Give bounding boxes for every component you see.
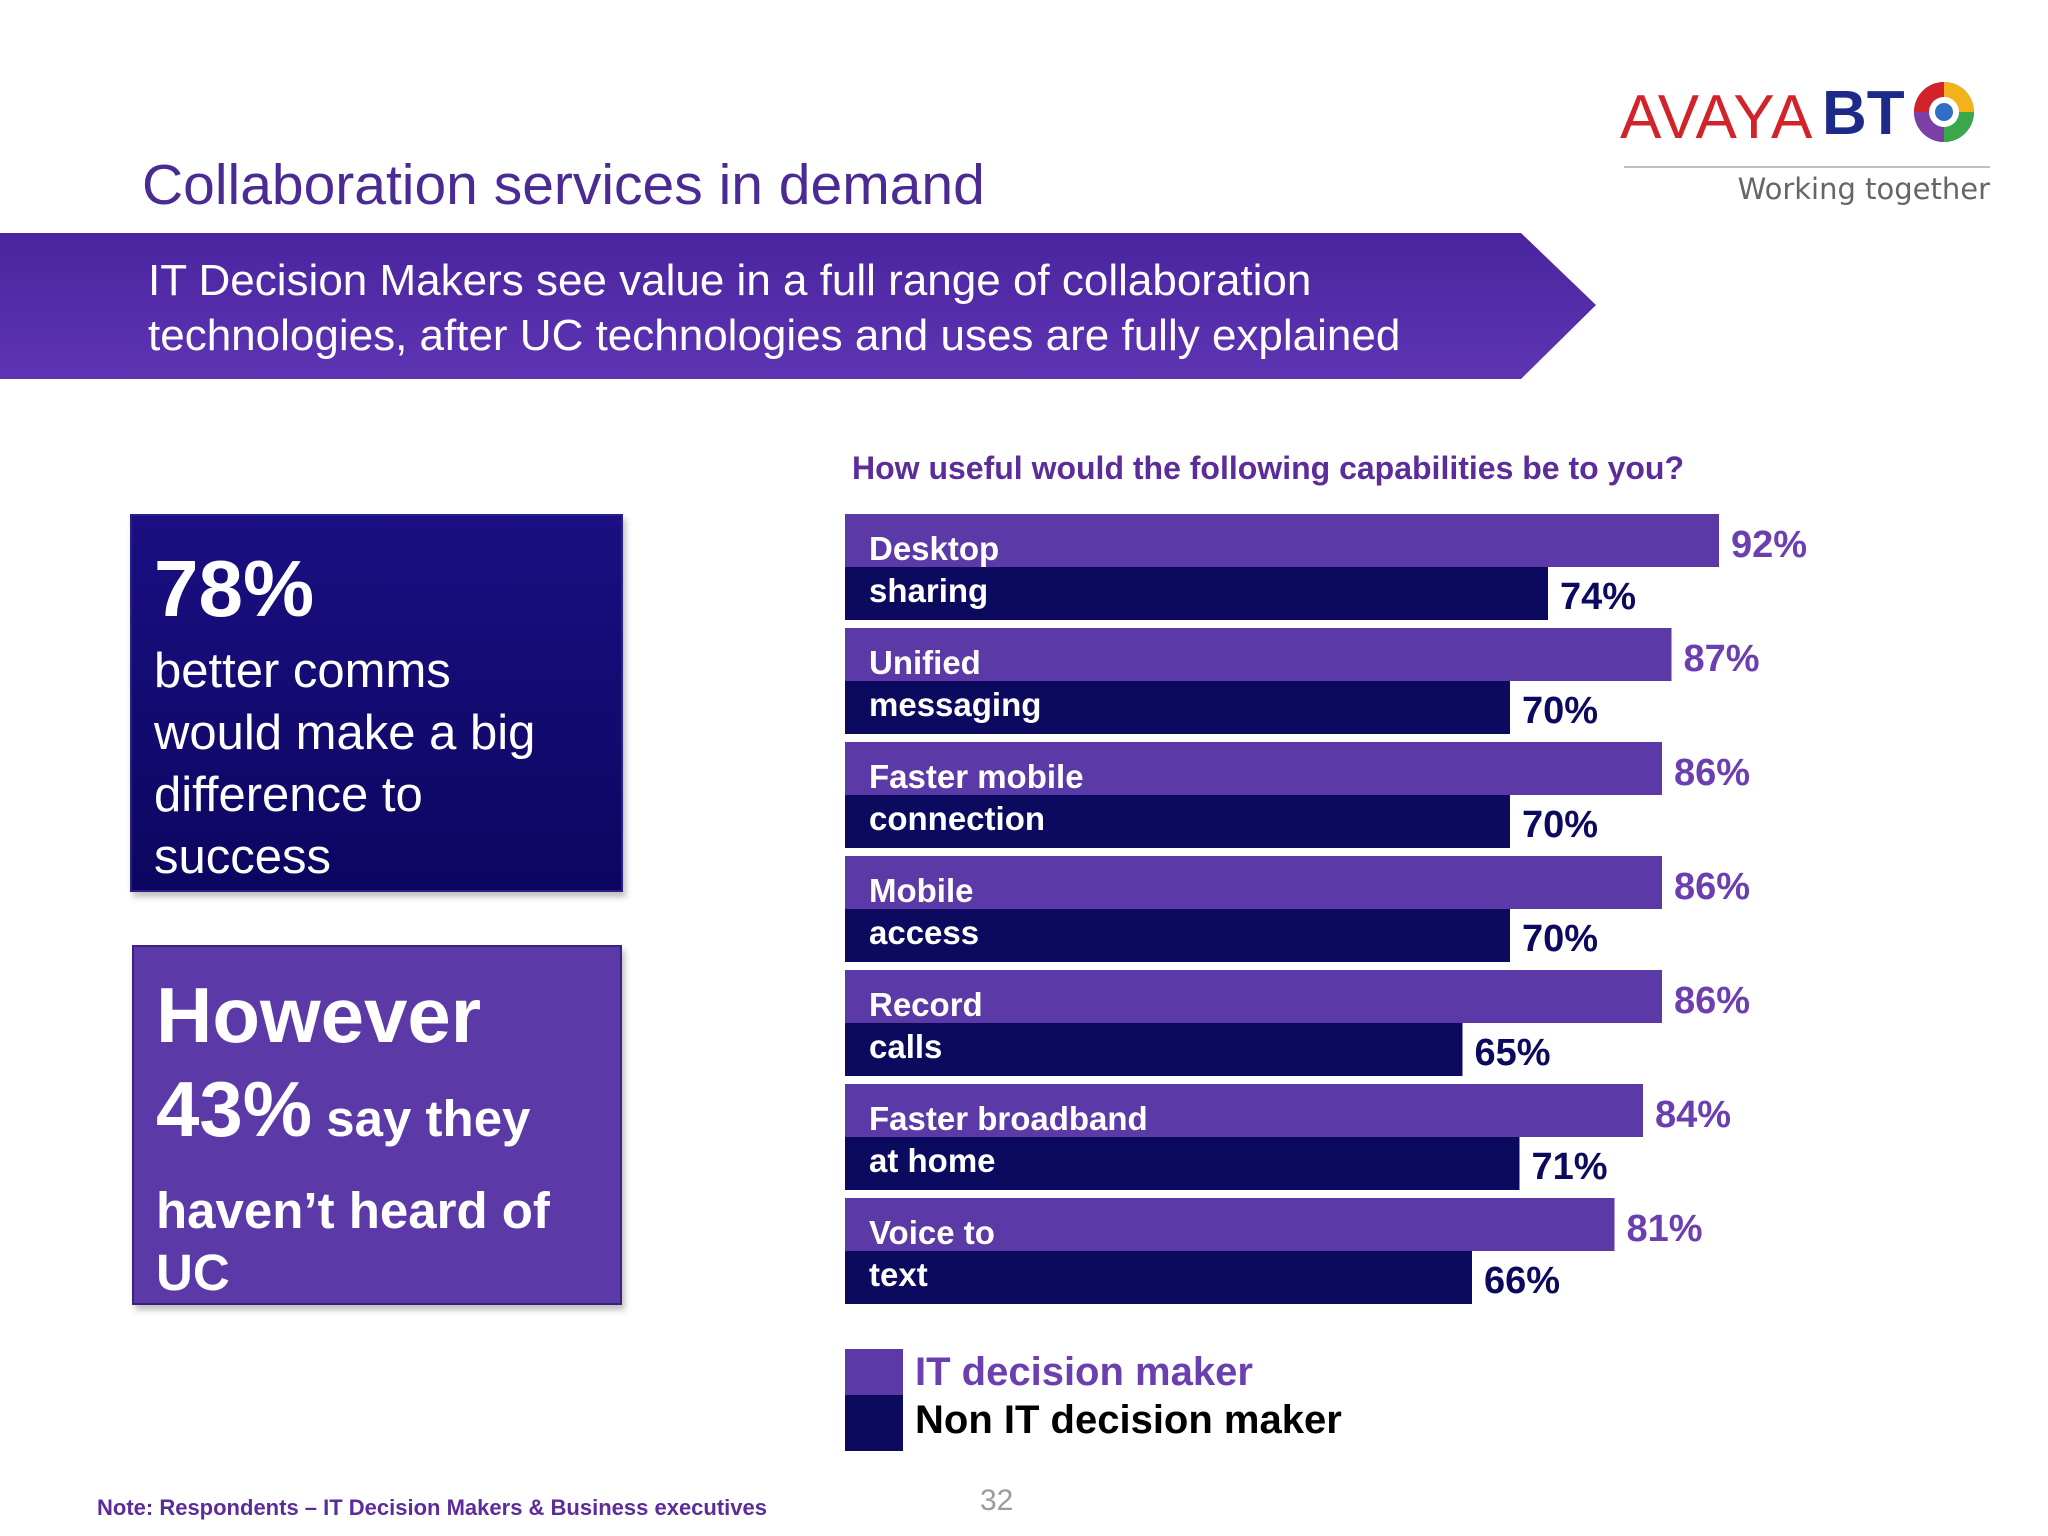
category-label-3-line-2: access xyxy=(869,914,979,951)
label-non-it-1: 70% xyxy=(1522,690,1598,732)
bar-it-5 xyxy=(845,1084,1643,1137)
category-label-5-line-1: Faster broadband xyxy=(869,1100,1148,1137)
stat-box-1-line-3: difference to xyxy=(154,768,423,822)
label-it-2: 86% xyxy=(1674,752,1750,794)
label-non-it-5: 71% xyxy=(1532,1146,1608,1188)
bar-non-it-1 xyxy=(845,681,1510,734)
label-it-0: 92% xyxy=(1731,524,1807,566)
category-label-6-line-1: Voice to xyxy=(869,1214,995,1251)
bar-it-4 xyxy=(845,970,1662,1023)
bar-non-it-0 xyxy=(845,567,1548,620)
stat-78-percent: 78% xyxy=(154,544,315,633)
stat-box-1-line-2: would make a big xyxy=(154,706,536,760)
legend-swatch-non-it xyxy=(845,1395,903,1451)
category-label-1-line-1: Unified xyxy=(869,644,981,681)
category-label-2-line-2: connection xyxy=(869,800,1045,837)
legend-label-non-it: Non IT decision maker xyxy=(915,1398,1342,1442)
stat-box-2-line-4: UC xyxy=(156,1244,230,1301)
label-non-it-0: 74% xyxy=(1560,576,1636,618)
bar-it-2 xyxy=(845,742,1662,795)
respondents-note: Note: Respondents – IT Decision Makers &… xyxy=(97,1495,768,1520)
bar-non-it-6 xyxy=(845,1251,1472,1304)
category-label-0-line-1: Desktop xyxy=(869,530,999,567)
logo-tagline: Working together xyxy=(1737,172,1990,206)
category-label-4-line-2: calls xyxy=(869,1028,942,1065)
banner-text: IT Decision Makers see value in a full r… xyxy=(148,253,1568,363)
bar-non-it-5 xyxy=(845,1137,1520,1190)
page-number: 32 xyxy=(980,1484,1014,1517)
stat-box-uc-awareness: However 43% say they haven’t heard of UC xyxy=(132,945,622,1305)
stat-box-better-comms: 78% better comms would make a big differ… xyxy=(130,514,623,892)
category-label-4-line-1: Record xyxy=(869,986,983,1023)
label-it-4: 86% xyxy=(1674,980,1750,1022)
stat-box-1-line-4: success xyxy=(154,830,332,884)
label-non-it-3: 70% xyxy=(1522,918,1598,960)
bar-it-6 xyxy=(845,1198,1615,1251)
category-label-2-line-1: Faster mobile xyxy=(869,758,1084,795)
bar-non-it-2 xyxy=(845,795,1510,848)
category-label-1-line-2: messaging xyxy=(869,686,1041,723)
label-it-3: 86% xyxy=(1674,866,1750,908)
bar-non-it-4 xyxy=(845,1023,1463,1076)
avaya-logo: AVAYA xyxy=(1620,83,1814,152)
stat-box-1-text: better comms would make a big difference… xyxy=(154,640,621,888)
label-non-it-4: 65% xyxy=(1475,1032,1551,1074)
bar-it-0 xyxy=(845,514,1719,567)
label-it-6: 81% xyxy=(1627,1208,1703,1250)
bar-it-1 xyxy=(845,628,1672,681)
label-it-1: 87% xyxy=(1684,638,1760,680)
legend-swatch-it xyxy=(845,1349,903,1395)
category-label-5-line-2: at home xyxy=(869,1142,996,1179)
logo-divider xyxy=(1624,166,1990,168)
bt-globe-icon xyxy=(1914,82,1974,142)
label-it-5: 84% xyxy=(1655,1094,1731,1136)
category-label-6-line-2: text xyxy=(869,1256,928,1293)
banner-line-1: IT Decision Makers see value in a full r… xyxy=(148,256,1312,305)
chart-question: How useful would the following capabilit… xyxy=(852,450,1685,486)
stat-box-2-say-they: say they xyxy=(312,1090,531,1147)
banner-line-2: technologies, after UC technologies and … xyxy=(148,311,1401,360)
label-non-it-2: 70% xyxy=(1522,804,1598,846)
stat-43-percent: 43% xyxy=(156,1065,313,1153)
stat-box-2-line-1: However xyxy=(156,971,482,1059)
bt-logo: BT xyxy=(1822,79,1905,148)
banner-arrow xyxy=(0,233,1596,379)
bar-non-it-3 xyxy=(845,909,1510,962)
legend-label-it: IT decision maker xyxy=(915,1350,1253,1394)
category-label-3-line-1: Mobile xyxy=(869,872,974,909)
stat-box-2-line-2: 43% say they xyxy=(156,1061,620,1180)
category-label-0-line-2: sharing xyxy=(869,572,988,609)
slide-title: Collaboration services in demand xyxy=(142,153,985,217)
bar-it-3 xyxy=(845,856,1662,909)
label-non-it-6: 66% xyxy=(1484,1260,1560,1302)
stat-box-1-line-1: better comms xyxy=(154,644,451,698)
stat-box-2-line-3: haven’t heard of xyxy=(156,1182,550,1239)
